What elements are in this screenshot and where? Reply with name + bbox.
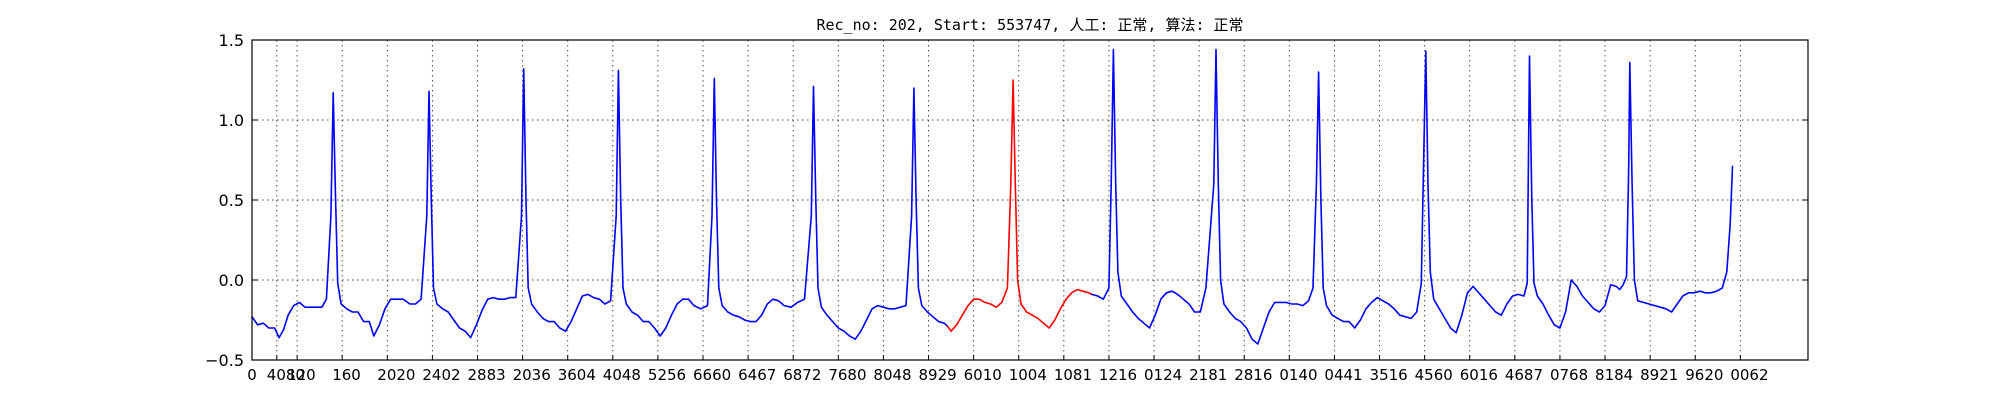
y-tick-label: −0.5: [205, 351, 244, 370]
x-tick-label: 9620: [1685, 366, 1723, 384]
x-tick-label: 5256: [648, 366, 686, 384]
x-tick-label: 0140: [1279, 366, 1317, 384]
y-axis-ticks: 1.5 1.0 0.5 0.0 −0.5: [205, 31, 1808, 370]
x-tick-label: 2036: [513, 366, 551, 384]
y-tick-label: 0.0: [219, 271, 244, 290]
x-tick-label: 4048: [603, 366, 641, 384]
x-tick-label: 0768: [1550, 366, 1588, 384]
x-tick-label: 120: [287, 366, 316, 384]
x-tick-label: 1004: [1009, 366, 1047, 384]
x-tick-label: 6872: [783, 366, 821, 384]
x-tick-label: 0124: [1144, 366, 1182, 384]
x-tick-label: 6016: [1460, 366, 1498, 384]
x-tick-label: 0062: [1730, 366, 1768, 384]
ecg-series-highlighted-beat: [946, 79, 1093, 333]
x-tick-label: 8048: [873, 366, 911, 384]
chart-title: Rec_no: 202, Start: 553747, 人工: 正常, 算法: …: [816, 16, 1243, 34]
x-tick-label: 6467: [738, 366, 776, 384]
x-tick-label: 6660: [693, 366, 731, 384]
x-tick-label: 2816: [1234, 366, 1272, 384]
x-tick-label: 4560: [1415, 366, 1453, 384]
y-tick-label: 1.5: [219, 31, 244, 50]
x-tick-label: 2181: [1189, 366, 1227, 384]
x-tick-label: 7680: [828, 366, 866, 384]
x-tick-label: 2020: [377, 366, 415, 384]
x-tick-label: 8929: [919, 366, 957, 384]
x-tick-label: 1081: [1054, 366, 1092, 384]
ecg-trace: [251, 48, 1734, 345]
x-tick-label: 2402: [422, 366, 460, 384]
y-tick-label: 0.5: [219, 191, 244, 210]
x-tick-label: 160: [332, 366, 361, 384]
x-tick-label: 2883: [468, 366, 506, 384]
ecg-series-segment: [251, 68, 949, 341]
x-tick-label: 6010: [964, 366, 1002, 384]
x-tick-label: 1216: [1099, 366, 1137, 384]
ecg-series-segment: [1091, 48, 1734, 345]
x-tick-label: 4687: [1505, 366, 1543, 384]
y-tick-label: 1.0: [219, 111, 244, 130]
x-tick-label: 3604: [558, 366, 596, 384]
x-tick-label: 0: [247, 366, 257, 384]
x-tick-label: 8184: [1595, 366, 1633, 384]
x-tick-label: 3516: [1370, 366, 1408, 384]
x-tick-label: 4080: [267, 366, 305, 384]
x-tick-label: 0441: [1324, 366, 1362, 384]
x-tick-label: 8921: [1640, 366, 1678, 384]
